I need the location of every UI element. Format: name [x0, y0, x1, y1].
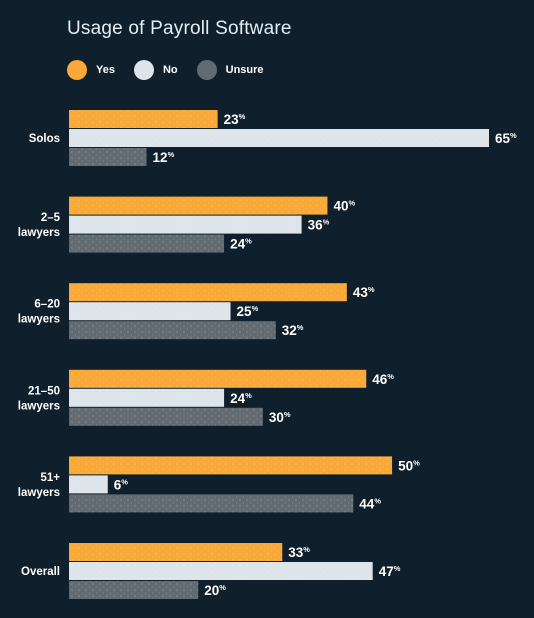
category-label: lawyers [18, 314, 60, 326]
bar-texture [69, 196, 328, 215]
value-label-unsure: 44% [359, 496, 381, 511]
value-label-no: 25% [237, 304, 259, 319]
bar-texture [69, 494, 354, 513]
legend-swatch-no [133, 60, 154, 80]
bar-texture [69, 562, 373, 580]
value-label-yes: 46% [372, 372, 394, 387]
bar-texture [69, 129, 489, 147]
bar-texture [69, 369, 367, 388]
legend-item-unsure: Unsure [196, 60, 264, 80]
category-label: lawyers [18, 227, 60, 239]
bar-texture [69, 148, 147, 166]
value-label-no: 47% [379, 564, 401, 579]
value-label-no: 24% [230, 391, 252, 406]
value-label-yes: 33% [288, 545, 310, 560]
bar-texture [69, 302, 231, 321]
bar-texture [69, 321, 276, 340]
value-label-yes: 50% [398, 458, 420, 473]
legend: Yes No Unsure [67, 60, 283, 80]
category-label: lawyers [18, 487, 60, 499]
category-label: 6–20 [34, 299, 60, 311]
category-label: Solos [29, 133, 60, 145]
bar-texture [69, 543, 283, 561]
category-label: lawyers [18, 400, 60, 412]
value-label-yes: 23% [224, 112, 246, 127]
legend-swatch-yes [67, 60, 87, 80]
legend-item-yes: Yes [67, 60, 115, 80]
category-label: 2–5 [41, 212, 61, 224]
bar-texture [69, 475, 108, 494]
bar-texture [69, 283, 347, 302]
category-label: Overall [21, 566, 60, 578]
value-label-unsure: 32% [282, 323, 304, 338]
category-label: 51+ [40, 472, 60, 484]
value-label-unsure: 12% [153, 150, 175, 165]
legend-swatch-unsure [196, 60, 217, 80]
value-label-unsure: 24% [230, 237, 252, 252]
bar-texture [69, 388, 225, 407]
bar-texture [69, 456, 393, 475]
value-label-no: 65% [495, 131, 517, 146]
value-label-yes: 40% [333, 199, 355, 214]
legend-item-no: No [133, 60, 178, 80]
legend-label-unsure: Unsure [225, 64, 264, 76]
legend-label-no: No [162, 64, 178, 76]
category-label: 21–50 [28, 385, 60, 397]
value-label-unsure: 30% [269, 410, 291, 425]
value-label-yes: 43% [353, 285, 375, 300]
bar-texture [69, 234, 225, 253]
chart-title: Usage of Payroll Software [67, 18, 292, 39]
value-label-unsure: 20% [204, 583, 226, 598]
bar-texture [69, 215, 302, 234]
value-label-no: 36% [308, 218, 330, 233]
bar-texture [69, 581, 199, 599]
legend-label-yes: Yes [96, 64, 115, 76]
bar-texture [69, 110, 218, 128]
value-label-no: 6% [114, 477, 129, 492]
bar-texture [69, 407, 263, 426]
